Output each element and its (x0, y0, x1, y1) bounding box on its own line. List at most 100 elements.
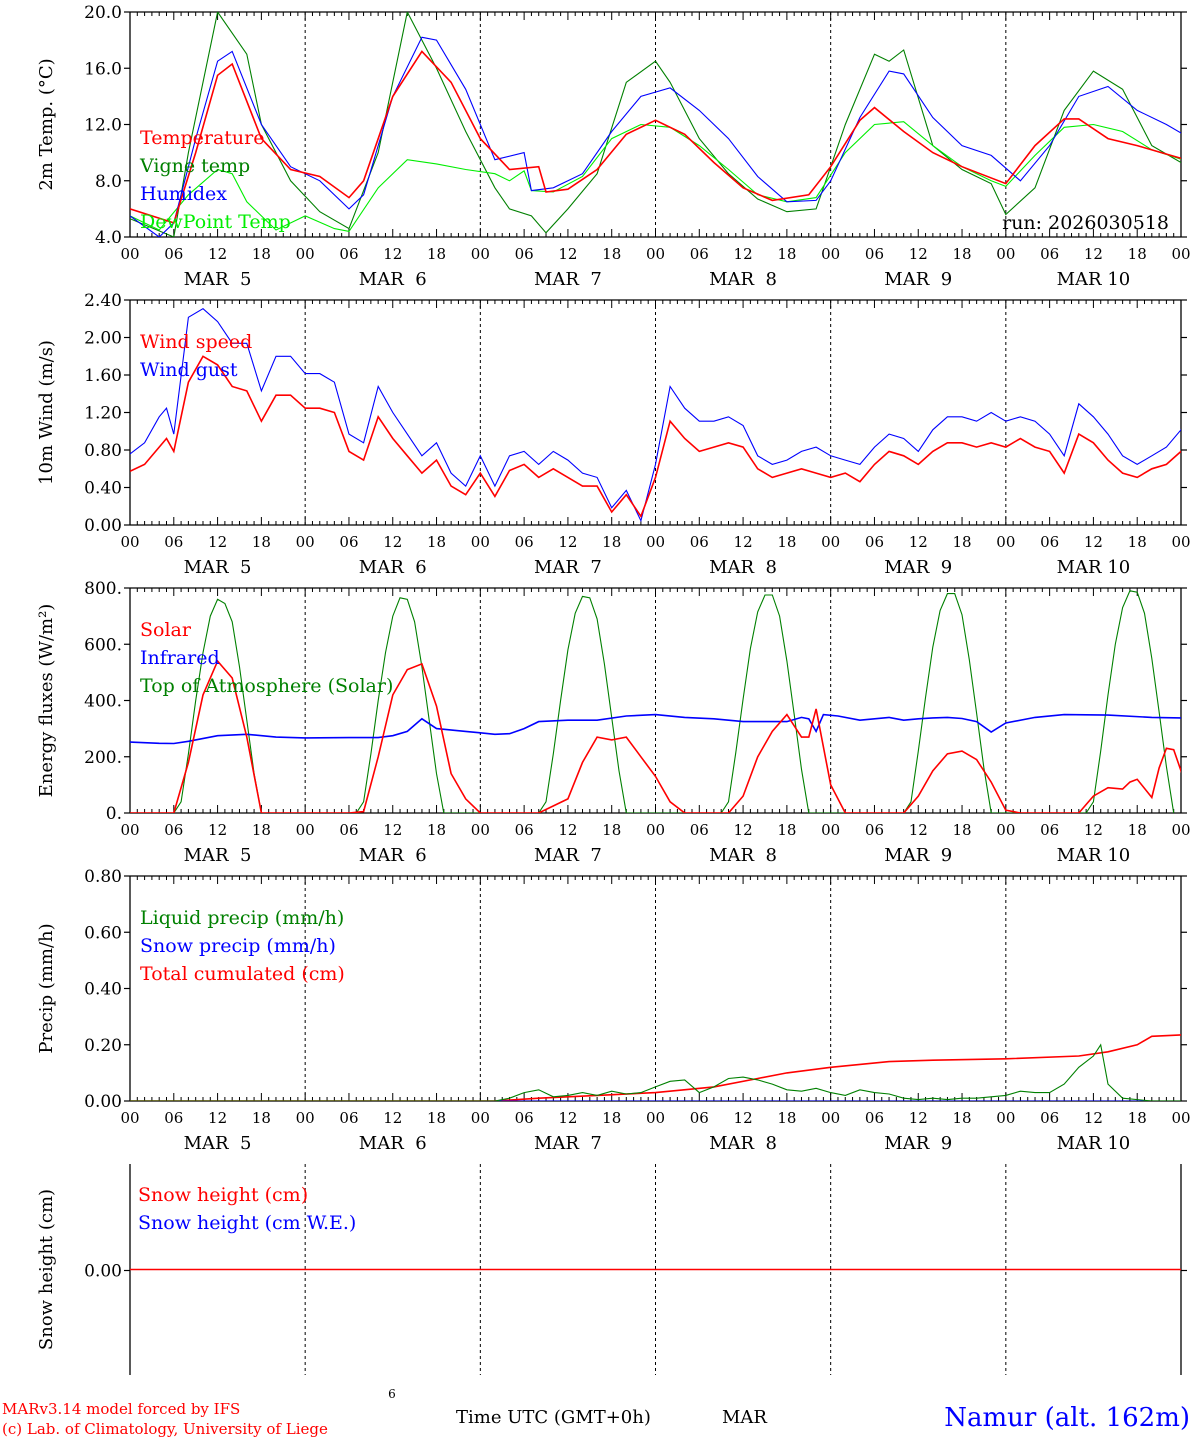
y-tick-label: 1.60 (84, 366, 122, 386)
x-tick-label: 00 (120, 533, 139, 551)
credit-line-1: MARv3.14 model forced by IFS (2, 1400, 240, 1418)
day-label: MAR 5 (184, 557, 252, 578)
legend-entry: Solar (140, 619, 192, 641)
day-label: MAR 9 (884, 845, 952, 866)
day-label: MAR 5 (184, 269, 252, 290)
x-tick-label: 18 (252, 245, 271, 263)
x-tick-label: 06 (1040, 1109, 1059, 1127)
x-tick-label: 18 (1128, 245, 1147, 263)
x-tick-label: 12 (1084, 821, 1103, 839)
x-tick-label: 12 (734, 245, 753, 263)
legend-entry: Infrared (140, 647, 220, 669)
y-tick-label: 0.20 (84, 1036, 122, 1056)
panel-4: 00 06 12 18 00 06 12 18 00 06 12 18 00 06 12 18 00 06 12 18… (36, 867, 1191, 1154)
x-tick-label: 18 (602, 1109, 621, 1127)
x-tick-label: 18 (777, 533, 796, 551)
x-tick-label: 00 (471, 821, 490, 839)
day-label: MAR 8 (709, 1133, 777, 1154)
x-tick-label: 00 (821, 1109, 840, 1127)
x-tick-label: 12 (1084, 533, 1103, 551)
day-label: MAR 9 (884, 1133, 952, 1154)
legend-entry: Snow height (cm W.E.) (138, 1212, 356, 1234)
panel-3: 00 06 12 18 00 06 12 18 00 06 12 18 00 06 12 18 00 06 12 18… (36, 579, 1191, 866)
x-tick-label: 18 (427, 533, 446, 551)
x-tick-label: 06 (515, 1109, 534, 1127)
x-tick-label: 12 (909, 821, 928, 839)
x-tick-label: 00 (1171, 245, 1190, 263)
run-annotation: run: 2026030518 (1002, 212, 1169, 234)
x-tick-label: 12 (208, 533, 227, 551)
footer: MARv3.14 model forced by IFS (c) Lab. of… (2, 1387, 1190, 1438)
x-tick-label: 18 (427, 821, 446, 839)
x-tick-label: 06 (1040, 533, 1059, 551)
y-tick-label: 0.80 (84, 441, 122, 461)
series-line-wind-gust (130, 308, 1181, 523)
y-tick-label: 200. (84, 748, 122, 768)
x-tick-label: 12 (909, 245, 928, 263)
series-line-vigne-temp (130, 12, 1181, 237)
x-tick-label: 12 (383, 245, 402, 263)
x-tick-label: 06 (339, 821, 358, 839)
y-axis-title: Energy fluxes (W/m²) (36, 604, 57, 798)
y-tick-label: 0.60 (84, 923, 122, 943)
day-label: MAR 10 (1057, 557, 1131, 578)
x-tick-label: 06 (865, 821, 884, 839)
x-tick-label: 18 (427, 245, 446, 263)
x-tick-label: 06 (1040, 821, 1059, 839)
small-number-label: 6 (388, 1387, 396, 1401)
panel-2: 00 06 12 18 00 06 12 18 00 06 12 18 00 06 12 18 00 06 12 18… (36, 291, 1191, 578)
day-label: MAR 6 (359, 557, 427, 578)
x-tick-label: 00 (120, 245, 139, 263)
x-tick-label: 12 (1084, 1109, 1103, 1127)
y-tick-label: 0.80 (84, 867, 122, 887)
legend-entry: Snow precip (mm/h) (140, 935, 336, 957)
x-tick-label: 18 (252, 821, 271, 839)
x-tick-label: 18 (252, 533, 271, 551)
x-tick-label: 00 (296, 1109, 315, 1127)
legend-entry: Vigne temp (139, 155, 250, 177)
day-label: MAR 7 (534, 557, 602, 578)
panels-layer: 00 06 12 18 00 06 12 18 00 06 12 18 00 06 12 18 00 06 12 18… (36, 3, 1191, 1375)
x-tick-label: 12 (734, 533, 753, 551)
x-tick-label: 18 (777, 821, 796, 839)
x-tick-label: 18 (1128, 821, 1147, 839)
series-line-top-of-atmosphere-solar (173, 590, 1175, 813)
day-label: MAR 10 (1057, 269, 1131, 290)
credit-line-2: (c) Lab. of Climatology, University of L… (2, 1420, 328, 1438)
day-label: MAR 10 (1057, 1133, 1131, 1154)
x-tick-label: 18 (952, 245, 971, 263)
legend-entry: DewPoint Temp (140, 211, 291, 233)
x-tick-label: 06 (1040, 245, 1059, 263)
x-tick-label: 12 (383, 533, 402, 551)
y-tick-label: 16.0 (84, 59, 122, 79)
x-tick-label: 00 (120, 1109, 139, 1127)
series-line-solar (130, 659, 1181, 813)
y-tick-label: 20.0 (84, 3, 122, 23)
x-tick-label: 00 (471, 245, 490, 263)
x-tick-label: 06 (865, 245, 884, 263)
month-label: MAR (722, 1407, 767, 1428)
x-tick-label: 12 (558, 245, 577, 263)
series-line-humidex (130, 36, 1181, 237)
y-tick-label: 0.00 (84, 1092, 122, 1112)
legend-entry: Temperature (140, 127, 264, 149)
x-tick-label: 00 (296, 245, 315, 263)
x-tick-label: 06 (690, 821, 709, 839)
legend-entry: Humidex (140, 183, 227, 205)
x-tick-label: 00 (1171, 533, 1190, 551)
y-tick-label: 8.0 (95, 172, 122, 192)
x-tick-label: 00 (821, 821, 840, 839)
legend-entry: Snow height (cm) (138, 1184, 308, 1206)
x-tick-label: 12 (383, 1109, 402, 1127)
y-tick-label: 12.0 (84, 116, 122, 136)
x-tick-label: 06 (865, 1109, 884, 1127)
x-tick-label: 12 (1084, 245, 1103, 263)
x-tick-label: 06 (690, 533, 709, 551)
x-tick-label: 06 (339, 533, 358, 551)
day-label: MAR 7 (534, 845, 602, 866)
x-tick-label: 18 (777, 245, 796, 263)
day-label: MAR 9 (884, 269, 952, 290)
x-tick-label: 12 (909, 1109, 928, 1127)
day-label: MAR 6 (359, 1133, 427, 1154)
